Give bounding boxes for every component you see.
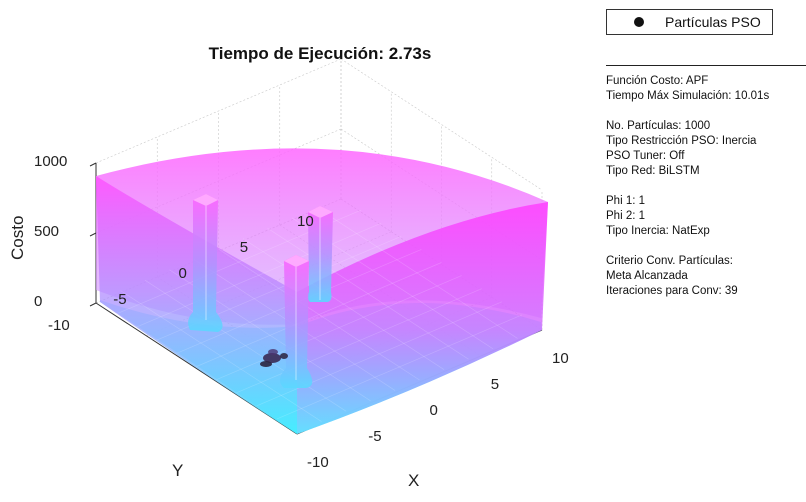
mesh-line — [236, 288, 482, 394]
info-line: Phi 2: 1 — [606, 210, 645, 222]
mesh-line — [256, 301, 502, 407]
info-line: Phi 1: 1 — [606, 195, 645, 207]
info-line — [606, 179, 806, 194]
legend-label: Partículas PSO — [665, 14, 761, 30]
legend-marker-icon — [634, 17, 644, 27]
particles-cluster — [260, 349, 288, 367]
x-tick-label: -10 — [307, 454, 329, 471]
x-tick-label: -5 — [368, 428, 382, 445]
z-axis-label: Costo — [8, 215, 27, 260]
mesh-line — [136, 222, 382, 328]
z-tick-mark — [89, 302, 97, 307]
z-tick-mark — [89, 162, 97, 167]
obstacle-pillar — [307, 206, 333, 302]
surface-right-wall — [297, 202, 548, 434]
info-line: Tipo Inercia: NatExp — [606, 225, 710, 237]
x-tick-label: 10 — [552, 350, 569, 367]
info-line: Meta Alcanzada — [606, 270, 688, 282]
z-tick-label: 0 — [34, 293, 43, 310]
mesh-line — [216, 275, 462, 380]
obstacle-pillars — [188, 194, 333, 388]
chart-title: Tiempo de Ejecución: 2.73s — [208, 44, 432, 63]
y-tick-label: -10 — [48, 317, 70, 334]
info-line: PSO Tuner: Off — [606, 150, 685, 162]
mesh-line — [316, 207, 518, 339]
y-tick-label: 10 — [297, 213, 314, 230]
mesh-line — [218, 248, 420, 381]
info-line: Tipo Restricción PSO: Inercia — [606, 135, 757, 147]
info-panel: Función Costo: APF Tiempo Máx Simulación:… — [606, 65, 806, 299]
y-axis-label: Y — [172, 461, 184, 480]
mesh-line — [120, 290, 322, 422]
mesh-line — [267, 227, 469, 360]
info-line: Criterio Conv. Partículas: — [606, 255, 733, 267]
grid-line — [95, 58, 342, 164]
y-tick-label: -5 — [113, 291, 127, 308]
mesh-line — [144, 279, 347, 412]
info-line — [606, 104, 806, 119]
obstacle-pillar — [188, 194, 223, 332]
legend[interactable]: Partículas PSO — [606, 9, 773, 35]
info-line: Iteraciones para Conv: 39 — [606, 285, 738, 297]
mesh-line — [196, 262, 442, 367]
z-tick-label: 1000 — [34, 153, 68, 170]
info-line: No. Partículas: 1000 — [606, 120, 711, 132]
x-tick-label: 5 — [490, 376, 500, 393]
z-tick-mark — [89, 232, 97, 237]
x-axis-label: X — [408, 471, 420, 490]
obstacle-pillar — [279, 255, 313, 388]
z-tick-label: 500 — [34, 223, 60, 240]
info-line: Tiempo Máx Simulación: 10.01s — [606, 90, 770, 102]
mesh-line — [242, 238, 445, 370]
y-tick-label: 0 — [178, 265, 187, 282]
y-tick-label: 5 — [239, 239, 249, 256]
mesh-line — [276, 314, 523, 420]
info-line: Tipo Red: BiLSTM — [606, 165, 700, 177]
info-line: Función Costo: APF — [606, 75, 709, 87]
info-line — [606, 239, 806, 254]
x-tick-label: 0 — [429, 402, 438, 419]
